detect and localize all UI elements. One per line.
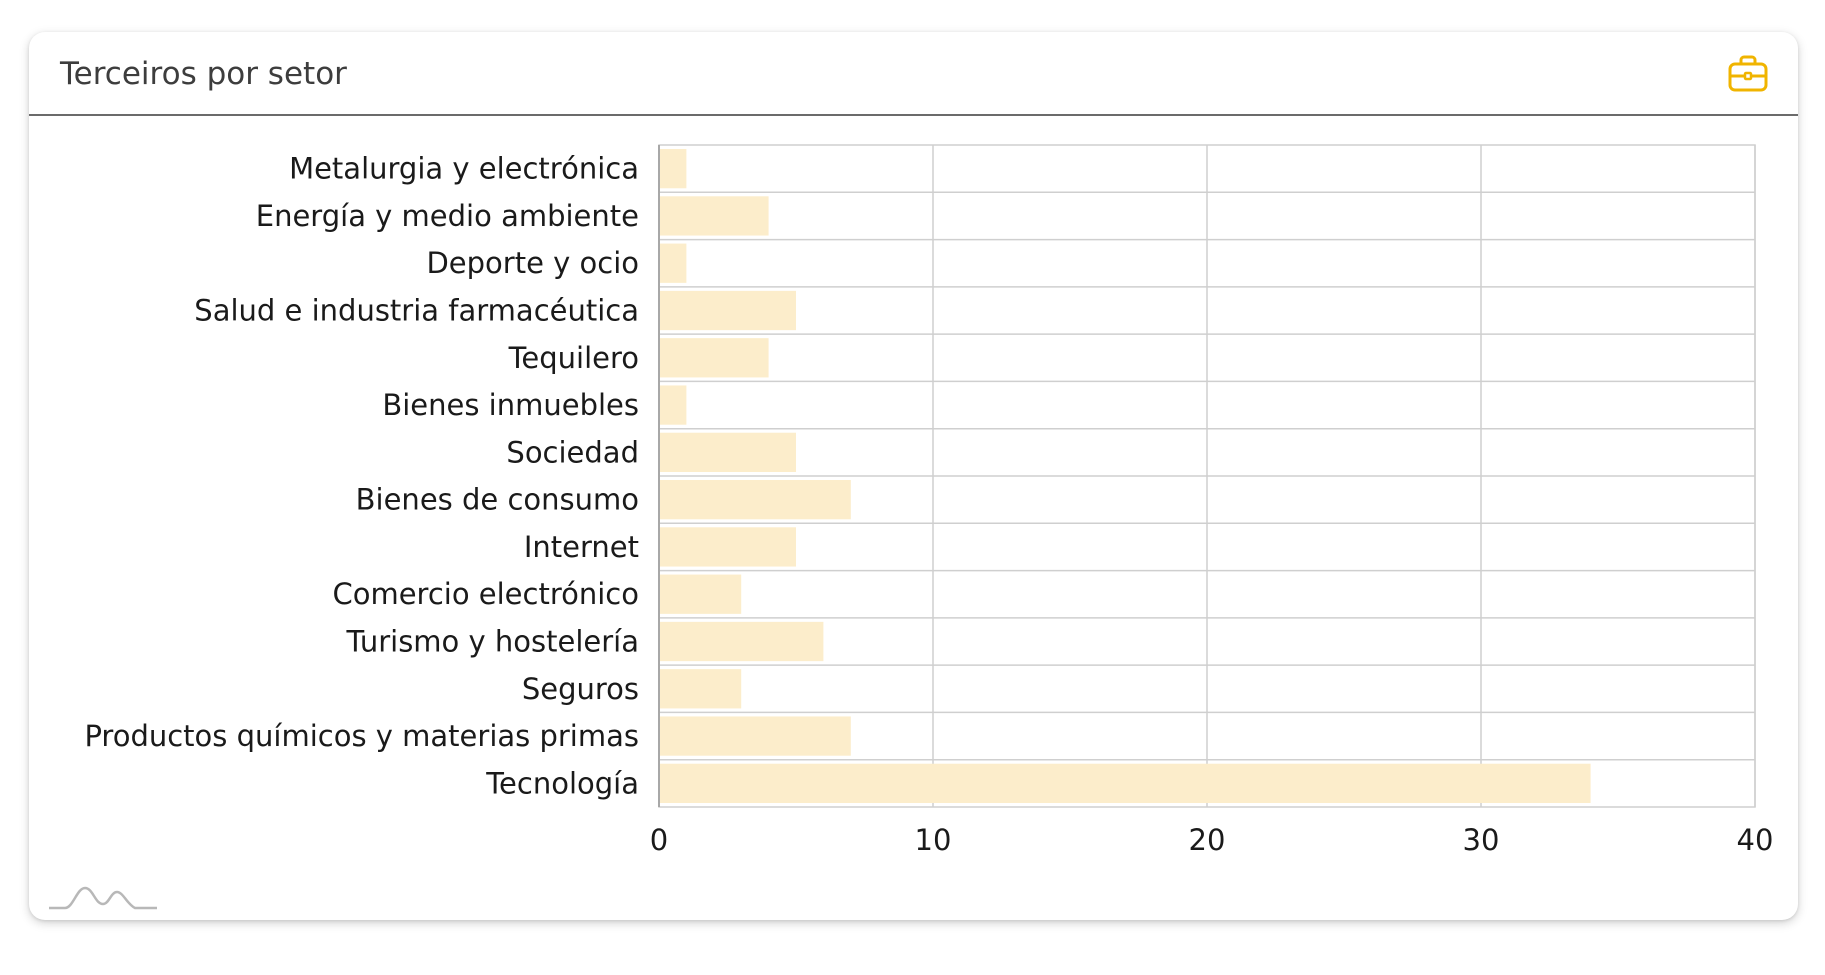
category-label: Metalurgia y electrónica xyxy=(289,152,639,186)
bar xyxy=(660,196,769,236)
bar xyxy=(660,243,687,283)
x-tick-label: 40 xyxy=(1737,823,1774,857)
briefcase-icon[interactable] xyxy=(1726,52,1770,96)
x-tick-label: 0 xyxy=(650,823,668,857)
bar xyxy=(660,432,796,472)
category-label: Turismo y hostelería xyxy=(346,625,639,659)
x-tick-label: 20 xyxy=(1189,823,1226,857)
category-label: Comercio electrónico xyxy=(332,577,639,611)
category-label: Tecnología xyxy=(485,766,639,800)
category-label: Deporte y ocio xyxy=(426,246,639,280)
bar xyxy=(660,480,851,520)
x-tick-label: 10 xyxy=(915,823,952,857)
bar xyxy=(660,149,687,189)
chart-card: Terceiros por setor Metalurgia y electró… xyxy=(29,32,1798,920)
bar xyxy=(660,763,1591,803)
bar-chart: Metalurgia y electrónica Energía y medio … xyxy=(84,144,1774,857)
category-label: Tequilero xyxy=(508,341,639,375)
category-label: Sociedad xyxy=(506,435,639,469)
logo-mark-icon xyxy=(49,886,157,910)
card-title: Terceiros por setor xyxy=(60,56,347,92)
category-label: Seguros xyxy=(522,672,639,706)
x-tick-label: 30 xyxy=(1463,823,1500,857)
category-label: Salud e industria farmacéutica xyxy=(194,294,639,328)
bar xyxy=(660,290,796,331)
category-label: Bienes inmuebles xyxy=(382,388,639,422)
category-label: Internet xyxy=(524,530,639,564)
bar xyxy=(660,669,742,709)
bar xyxy=(660,716,851,756)
card-header: Terceiros por setor xyxy=(29,32,1798,116)
bar xyxy=(660,527,796,567)
category-label: Productos químicos y materias primas xyxy=(84,719,639,753)
bar xyxy=(660,338,769,378)
category-label: Bienes de consumo xyxy=(356,483,639,517)
category-label: Energía y medio ambiente xyxy=(256,199,639,233)
bar xyxy=(660,574,742,614)
bar xyxy=(660,621,824,662)
bar xyxy=(660,385,687,425)
